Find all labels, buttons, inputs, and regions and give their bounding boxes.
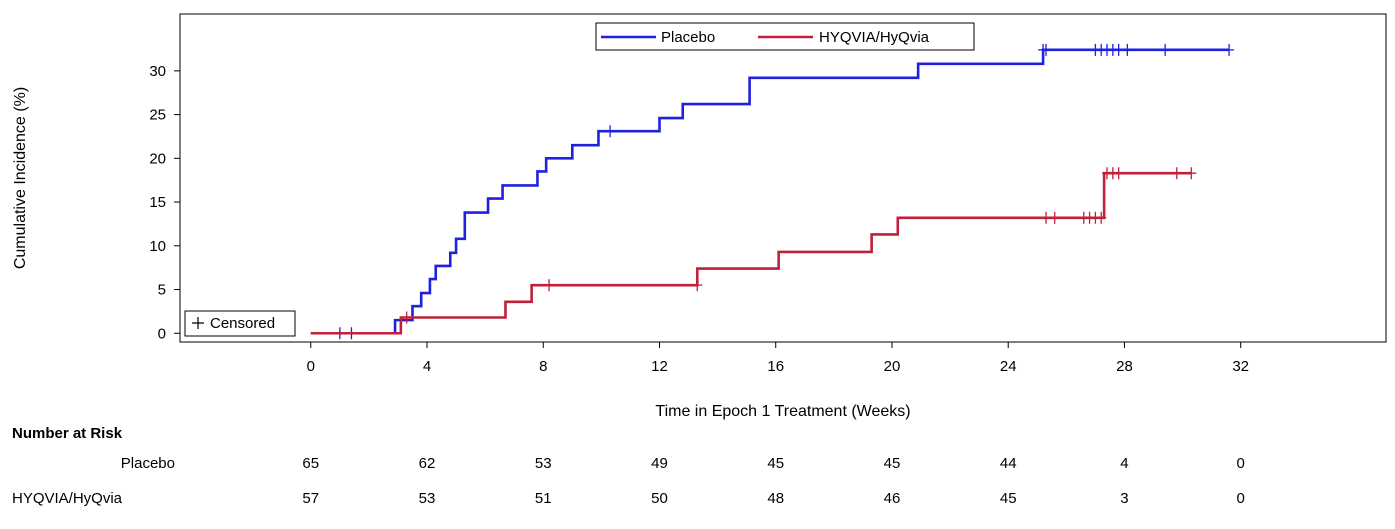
risk-cell: 0 (1236, 490, 1245, 507)
series-line-placebo (310, 48, 1230, 335)
x-tick-label: 28 (1116, 358, 1133, 375)
censor-mark-hyqvia (544, 279, 555, 292)
x-tick-label: 32 (1232, 358, 1249, 375)
legend-label-placebo: Placebo (661, 29, 715, 46)
x-axis-label: Time in Epoch 1 Treatment (Weeks) (655, 403, 910, 420)
risk-row-label: HYQVIA/HyQvia (12, 490, 123, 507)
legend: Placebo HYQVIA/HyQvia (595, 22, 975, 51)
risk-cell: 3 (1120, 490, 1129, 507)
risk-table-title: Number at Risk (12, 425, 123, 442)
risk-cell: 46 (883, 490, 901, 507)
censor-mark-placebo (1224, 43, 1235, 56)
risk-cell: 53 (418, 490, 436, 507)
censor-mark-placebo (1041, 43, 1051, 56)
censor-mark-hyqvia (1171, 167, 1182, 180)
plot-frame (179, 13, 1387, 343)
risk-cell: 45 (883, 455, 901, 472)
x-tick-label: 8 (539, 358, 547, 375)
x-tick-label: 4 (423, 358, 431, 375)
censor-mark-hyqvia (692, 279, 703, 292)
censor-mark-hyqvia (1113, 167, 1124, 180)
risk-cell: 49 (651, 455, 668, 472)
censor-mark-placebo (1160, 43, 1171, 56)
risk-cell: 62 (418, 455, 436, 472)
censor-mark-placebo (1113, 43, 1124, 56)
series-layer (310, 43, 1235, 340)
risk-row-label: Placebo (120, 455, 175, 472)
risk-cell: 48 (767, 490, 785, 507)
risk-cell: 53 (534, 455, 552, 472)
censor-mark-hyqvia (1096, 211, 1107, 224)
y-tick-label: 25 (149, 107, 166, 124)
x-tick-label: 20 (884, 358, 901, 375)
x-tick-label: 24 (1000, 358, 1017, 375)
risk-cell: 0 (1236, 455, 1245, 472)
km-chart: 0 4 8 12 16 20 24 28 32 0 5 10 15 20 25 30 Time in Epo… (12, 13, 1387, 420)
y-tick-label: 20 (149, 150, 166, 167)
y-tick-label: 0 (158, 325, 166, 342)
series-line-hyqvia (310, 171, 1192, 335)
censor-mark-hyqvia (1186, 167, 1197, 180)
risk-cell: 57 (302, 490, 320, 507)
censor-mark-hyqvia (1049, 211, 1060, 224)
censor-legend-marker (192, 317, 204, 329)
censor-mark-hyqvia (1041, 211, 1051, 224)
risk-cell: 44 (999, 455, 1017, 472)
y-axis-label: Cumulative Incidence (%) (12, 87, 29, 269)
legend-label-hyqvia: HYQVIA/HyQvia (819, 29, 930, 46)
y-tick-label: 10 (149, 238, 166, 255)
censor-legend-label: Censored (210, 315, 275, 332)
x-tick-label: 0 (307, 358, 315, 375)
risk-cell: 45 (999, 490, 1017, 507)
y-tick-label: 30 (149, 63, 166, 80)
risk-cell: 51 (534, 490, 552, 507)
censor-mark-placebo (605, 125, 616, 138)
risk-cell: 50 (651, 490, 668, 507)
risk-cell: 4 (1120, 455, 1129, 472)
censor-legend: Censored (184, 310, 296, 337)
risk-cell: 65 (302, 455, 320, 472)
x-axis: 0 4 8 12 16 20 24 28 32 (307, 342, 1249, 375)
censor-mark-hyqvia (401, 311, 412, 324)
y-axis: 0 5 10 15 20 25 30 (149, 63, 180, 342)
y-tick-label: 5 (158, 282, 166, 299)
x-tick-label: 16 (767, 358, 784, 375)
x-tick-label: 12 (651, 358, 668, 375)
y-tick-label: 15 (149, 194, 166, 211)
censor-mark-placebo (1122, 43, 1133, 56)
risk-cell: 45 (767, 455, 785, 472)
